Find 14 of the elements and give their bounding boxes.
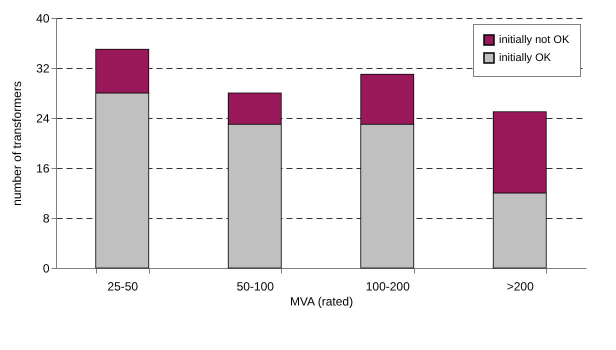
- legend-label: initially not OK: [499, 34, 570, 46]
- x-tick-label: >200: [506, 280, 534, 294]
- y-tick-label: 24: [36, 112, 50, 126]
- y-tick-label: 32: [36, 62, 50, 76]
- y-tick-label: 8: [42, 212, 50, 226]
- x-axis-title: MVA (rated): [290, 294, 354, 308]
- x-tick-label: 100-200: [366, 280, 410, 294]
- y-axis-title: number of transformers: [10, 81, 24, 206]
- legend-label: initially OK: [499, 52, 552, 64]
- y-tick-label: 0: [42, 262, 50, 276]
- y-tick-label: 16: [36, 162, 50, 176]
- y-tick-label: 40: [36, 12, 50, 26]
- x-tick-label: 50-100: [236, 280, 274, 294]
- x-tick-label: 25-50: [107, 280, 138, 294]
